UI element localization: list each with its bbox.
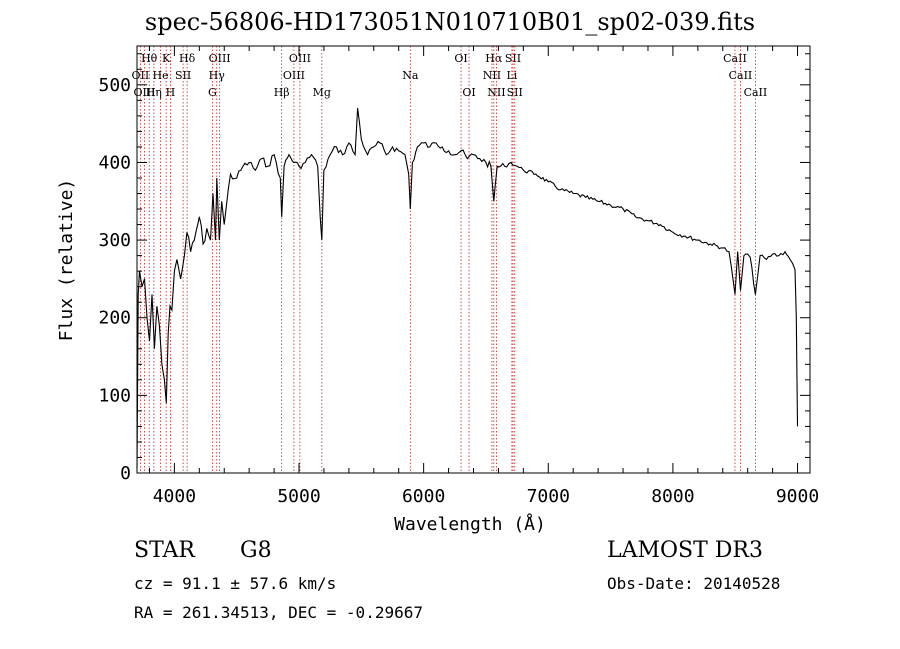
line-label: K: [162, 52, 171, 65]
x-tick-label: 4000: [153, 486, 196, 507]
line-label: SII: [507, 86, 523, 99]
line-label: Hγ: [209, 69, 226, 82]
line-label: Hη: [146, 86, 162, 99]
redshift-label: cz = 91.1 ± 57.6 km/s: [134, 574, 337, 593]
line-label: NII: [487, 86, 505, 99]
line-label: OI: [462, 86, 475, 99]
x-tick-label: 8000: [651, 486, 694, 507]
line-label: Hθ: [141, 52, 158, 65]
y-tick-label: 500: [98, 75, 131, 96]
y-tick-label: 200: [98, 308, 131, 329]
x-tick-label: 7000: [527, 486, 570, 507]
line-label: SII: [175, 69, 191, 82]
axis-ticks: 4000 5000 6000 7000 8000 9000 0 100 200 300 400 500: [98, 46, 819, 507]
line-label: NII: [483, 69, 501, 82]
y-tick-label: 0: [120, 463, 131, 484]
line-label: Hα: [485, 52, 503, 65]
line-label: G: [208, 86, 217, 99]
coordinates-label: RA = 261.34513, DEC = -0.29667: [134, 603, 423, 622]
line-label: OI: [454, 52, 467, 65]
line-label: CaII: [723, 52, 747, 65]
y-tick-label: 100: [98, 385, 131, 406]
line-label: Li: [506, 69, 517, 82]
line-label: OIII: [133, 86, 155, 99]
line-label: H: [166, 86, 176, 99]
line-label: OIII: [209, 52, 231, 65]
x-tick-label: 6000: [402, 486, 445, 507]
line-label: CaII: [729, 69, 753, 82]
obs-date-label: Obs-Date: 20140528: [607, 574, 781, 593]
line-label: Mg: [313, 86, 331, 99]
y-tick-label: 400: [98, 152, 131, 173]
survey-label: LAMOST DR3: [607, 538, 763, 563]
line-label: OIII: [289, 52, 311, 65]
line-label: CaII: [744, 86, 768, 99]
y-tick-label: 300: [98, 230, 131, 251]
line-label: Hδ: [179, 52, 196, 65]
y-axis-label: Flux (relative): [56, 179, 77, 342]
line-label: OII: [132, 69, 150, 82]
line-label: Na: [402, 69, 419, 82]
line-label: Hβ: [274, 86, 290, 99]
x-tick-label: 5000: [277, 486, 320, 507]
object-subclass: G8: [240, 538, 272, 563]
line-label: OIII: [283, 69, 305, 82]
spectrum-line: [136, 108, 799, 470]
x-tick-label: 9000: [776, 486, 819, 507]
x-axis-label: Wavelength (Å): [394, 513, 546, 535]
chart-title: spec-56806-HD173051N010710B01_sp02-039.f…: [144, 8, 756, 36]
line-label: SII: [505, 52, 521, 65]
plot-frame: [136, 45, 811, 474]
object-class: STAR: [134, 538, 195, 563]
line-label: He: [153, 69, 169, 82]
